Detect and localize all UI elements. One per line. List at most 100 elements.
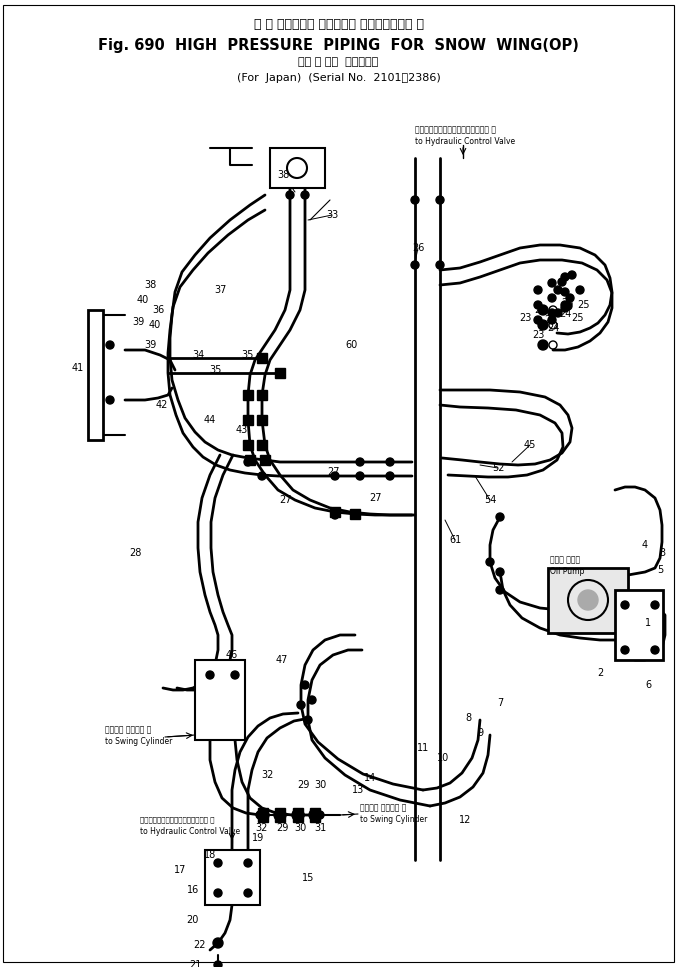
Ellipse shape: [538, 305, 548, 315]
Text: 21: 21: [189, 960, 201, 967]
Text: to Hydraulic Control Valve: to Hydraulic Control Valve: [140, 828, 240, 836]
Text: 29: 29: [276, 823, 288, 833]
Ellipse shape: [538, 320, 548, 330]
Text: 54: 54: [484, 495, 496, 505]
Ellipse shape: [244, 859, 252, 867]
Ellipse shape: [534, 316, 542, 324]
Text: 4: 4: [642, 540, 648, 550]
Ellipse shape: [301, 191, 309, 199]
Text: 5: 5: [657, 565, 663, 575]
Text: to Hydraulic Control Valve: to Hydraulic Control Valve: [415, 137, 515, 146]
Ellipse shape: [274, 809, 286, 821]
Text: 26: 26: [412, 243, 424, 253]
Text: 37: 37: [214, 285, 226, 295]
Ellipse shape: [316, 811, 324, 819]
Ellipse shape: [304, 716, 312, 724]
Ellipse shape: [331, 511, 339, 519]
Text: Fig. 690  HIGH  PRESSURE  PIPING  FOR  SNOW  WING(OP): Fig. 690 HIGH PRESSURE PIPING FOR SNOW W…: [98, 38, 579, 53]
Text: (For  Japan)  (Serial No.  2101～2386): (For Japan) (Serial No. 2101～2386): [237, 73, 440, 83]
Text: 46: 46: [226, 650, 238, 660]
Ellipse shape: [548, 294, 556, 302]
Ellipse shape: [578, 590, 598, 610]
Bar: [270, 148, 325, 188]
Text: 52: 52: [492, 463, 504, 473]
Ellipse shape: [106, 341, 114, 349]
Text: ハイドロリックコントロールバルブ へ: ハイドロリックコントロールバルブ へ: [140, 817, 215, 823]
Text: 32: 32: [256, 823, 268, 833]
Ellipse shape: [356, 472, 364, 480]
Ellipse shape: [554, 309, 562, 317]
Text: スイング シリンダ へ: スイング シリンダ へ: [360, 804, 406, 812]
Text: 12: 12: [459, 815, 471, 825]
Ellipse shape: [486, 558, 494, 566]
Text: 47: 47: [276, 655, 288, 665]
Text: オイル ポンプ: オイル ポンプ: [550, 555, 580, 565]
Bar: [257, 353, 267, 363]
Text: 17: 17: [174, 865, 186, 875]
Ellipse shape: [386, 472, 394, 480]
Ellipse shape: [297, 701, 305, 709]
Text: 7: 7: [497, 698, 503, 708]
Text: 41: 41: [72, 363, 84, 373]
Text: 24: 24: [547, 323, 559, 333]
Ellipse shape: [534, 286, 542, 294]
Ellipse shape: [106, 396, 114, 404]
Ellipse shape: [496, 586, 504, 594]
Ellipse shape: [436, 261, 444, 269]
Text: 24: 24: [533, 305, 546, 315]
Bar: [350, 509, 360, 519]
Text: 2: 2: [597, 668, 603, 678]
Text: 36: 36: [152, 305, 164, 315]
Text: 30: 30: [294, 823, 306, 833]
Text: （国 内 向）  （適用号機: （国 内 向） （適用号機: [299, 57, 378, 67]
Ellipse shape: [548, 316, 556, 324]
Text: 19: 19: [252, 833, 264, 843]
Text: 61: 61: [449, 535, 461, 545]
Ellipse shape: [244, 458, 252, 466]
Ellipse shape: [561, 304, 569, 312]
Text: 27: 27: [327, 467, 339, 477]
Bar: [330, 507, 340, 517]
Text: 27: 27: [279, 495, 291, 505]
Ellipse shape: [496, 568, 504, 576]
Ellipse shape: [568, 271, 576, 279]
Bar: [205, 850, 260, 905]
Ellipse shape: [214, 859, 222, 867]
Ellipse shape: [296, 811, 304, 819]
Bar: [257, 440, 267, 450]
Ellipse shape: [308, 696, 316, 704]
Ellipse shape: [651, 646, 659, 654]
Ellipse shape: [538, 340, 548, 350]
Text: 6: 6: [645, 680, 651, 690]
Ellipse shape: [554, 286, 562, 294]
Text: to Swing Cylinder: to Swing Cylinder: [360, 815, 427, 825]
Text: 25: 25: [562, 298, 574, 308]
Bar: [615, 590, 663, 660]
Bar: [260, 455, 270, 465]
Ellipse shape: [256, 811, 264, 819]
Ellipse shape: [561, 288, 569, 296]
Text: 20: 20: [185, 915, 198, 925]
Bar: [195, 660, 245, 740]
Text: スイング シリンダ へ: スイング シリンダ へ: [105, 725, 152, 735]
Text: 39: 39: [132, 317, 144, 327]
Text: 35: 35: [209, 365, 221, 375]
Text: 42: 42: [156, 400, 168, 410]
Text: 13: 13: [352, 785, 364, 795]
Text: 38: 38: [144, 280, 156, 290]
Ellipse shape: [411, 196, 419, 204]
Text: 23: 23: [532, 330, 544, 340]
Bar: [293, 808, 303, 822]
Text: 25: 25: [577, 300, 589, 310]
Text: 3: 3: [659, 548, 665, 558]
Text: 39: 39: [144, 340, 156, 350]
Ellipse shape: [621, 646, 629, 654]
Ellipse shape: [206, 671, 214, 679]
Ellipse shape: [496, 513, 504, 521]
Ellipse shape: [231, 671, 239, 679]
Text: 31: 31: [314, 823, 326, 833]
Text: 27: 27: [369, 493, 381, 503]
Bar: [88, 310, 103, 440]
Bar: [310, 808, 320, 822]
Ellipse shape: [566, 294, 574, 302]
